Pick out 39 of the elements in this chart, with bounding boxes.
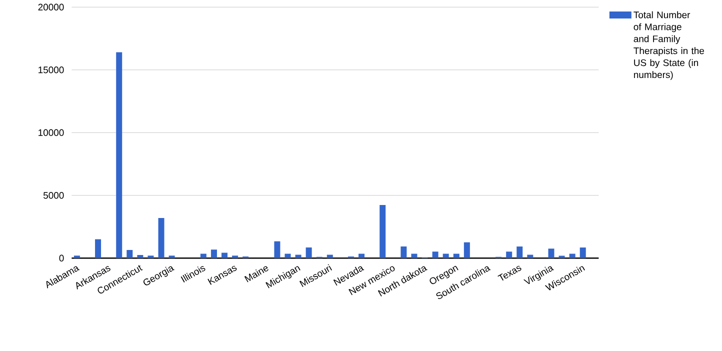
bar	[232, 256, 238, 258]
bar	[95, 239, 102, 258]
x-tick-label: Texas	[498, 266, 522, 281]
bar	[137, 254, 144, 258]
y-tick-label: 0	[59, 254, 64, 262]
bar	[274, 241, 280, 258]
bar	[558, 256, 565, 258]
bar	[222, 252, 228, 258]
bar	[506, 252, 512, 258]
bar	[158, 218, 164, 258]
bar	[284, 254, 291, 258]
bar	[411, 254, 418, 258]
bar	[442, 254, 449, 258]
bar	[116, 52, 122, 258]
bar	[200, 254, 206, 258]
legend-label: Total Number of Marriage and Family Therapists in the US by State (in numbers)	[634, 11, 704, 80]
bar	[210, 250, 217, 258]
bar	[464, 242, 470, 258]
bar	[74, 256, 80, 258]
bar	[569, 254, 576, 258]
y-tick-label: 15000	[38, 66, 64, 74]
bar	[527, 254, 534, 258]
bar	[548, 248, 554, 258]
bar	[432, 252, 438, 258]
bar	[326, 254, 333, 258]
bar	[580, 247, 586, 258]
bar	[126, 250, 133, 258]
bar	[148, 256, 154, 258]
y-tick-label: 20000	[38, 4, 64, 10]
bar	[453, 254, 460, 258]
bar	[400, 246, 407, 258]
bar	[516, 246, 523, 258]
y-tick-label: 5000	[43, 192, 64, 199]
bar	[306, 247, 312, 258]
bar	[295, 254, 302, 258]
y-tick-label: 10000	[38, 129, 64, 136]
bar	[168, 256, 175, 258]
bar	[380, 205, 386, 258]
bar	[358, 254, 365, 258]
